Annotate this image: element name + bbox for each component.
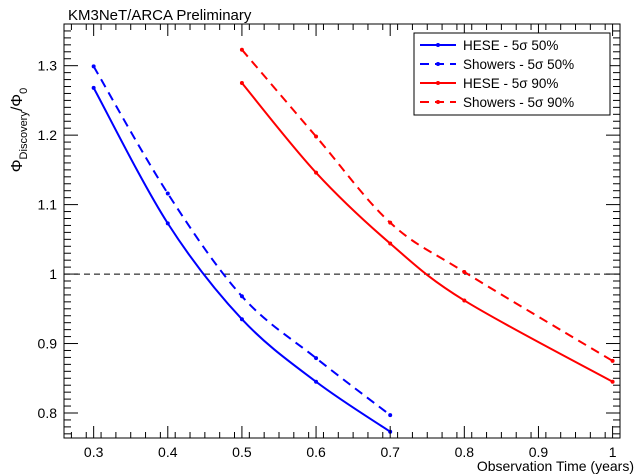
data-point (91, 64, 96, 69)
plot-frame (63, 23, 621, 439)
y-tick-label: 1.2 (38, 127, 58, 143)
y-axis: 0.8 0.9 1 1.1 1.2 1.3 (38, 30, 620, 435)
legend-label: Showers - 5σ 90% (463, 95, 574, 110)
legend-marker (436, 100, 440, 104)
data-point (239, 294, 244, 299)
x-tick-label: 0.6 (306, 444, 326, 460)
x-axis-label: Observation Time (years) (477, 458, 634, 474)
data-point (314, 356, 319, 361)
legend-label: Showers - 5σ 50% (463, 57, 574, 72)
legend: HESE - 5σ 50% Showers - 5σ 50% HESE - 5σ 9… (413, 32, 611, 116)
data-point (165, 221, 170, 226)
data-point (239, 317, 244, 322)
y-axis-label: ΦDiscovery/Φ0 (9, 88, 30, 172)
data-point (239, 47, 244, 52)
legend-marker (436, 43, 440, 47)
x-tick-label: 0.5 (232, 444, 252, 460)
data-point (610, 358, 615, 363)
data-point (314, 134, 319, 139)
x-tick-label: 0.4 (158, 444, 178, 460)
chart-title: KM3NeT/ARCA Preliminary (68, 7, 252, 24)
x-tick-label: 0.8 (455, 444, 475, 460)
data-point (239, 81, 244, 86)
series-layer (91, 47, 615, 434)
data-point (462, 298, 467, 303)
x-axis: 0.3 0.4 0.5 0.6 0.7 0.8 0.9 1 (70, 24, 617, 460)
data-point (610, 379, 615, 384)
series-line-hese-5-50 (92, 87, 391, 433)
x-tick-label: 1 (609, 444, 617, 460)
data-point (314, 170, 319, 175)
y-tick-label: 1.1 (38, 197, 58, 213)
data-point (91, 85, 96, 90)
data-point (462, 269, 467, 274)
y-tick-label: 0.8 (38, 405, 58, 421)
series-line-showers-5-50 (92, 65, 391, 416)
y-tick-label: 1 (49, 266, 57, 282)
data-point (388, 220, 393, 225)
y-tick-label: 1.3 (38, 58, 58, 74)
data-point (388, 413, 393, 418)
legend-box (413, 32, 611, 116)
x-tick-label: 0.9 (529, 444, 549, 460)
legend-label: HESE - 5σ 90% (463, 76, 558, 91)
legend-marker (436, 62, 440, 66)
data-point (314, 379, 319, 384)
data-point (165, 191, 170, 196)
x-tick-label: 0.3 (84, 444, 104, 460)
x-tick-label: 0.7 (380, 444, 400, 460)
data-point (388, 241, 393, 246)
legend-label: HESE - 5σ 50% (463, 38, 558, 53)
y-tick-label: 0.9 (38, 336, 58, 352)
legend-marker (436, 81, 440, 85)
